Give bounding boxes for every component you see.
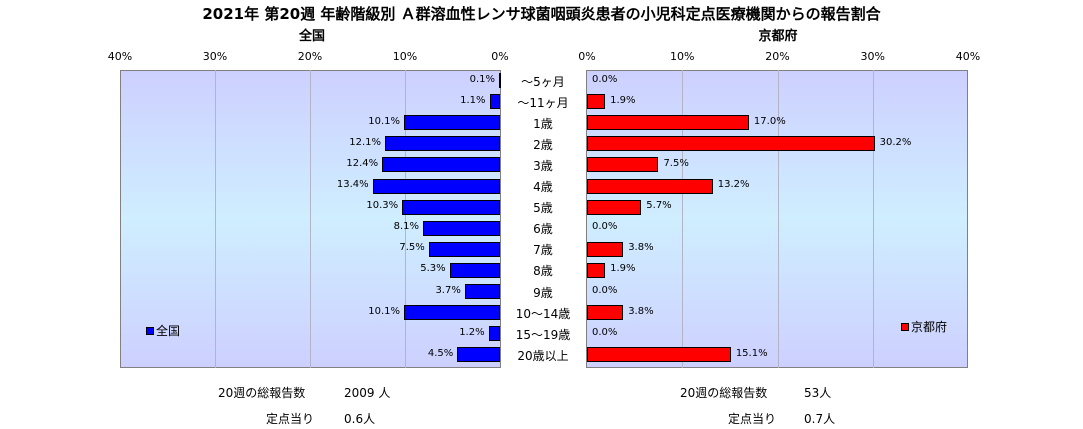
legend-kyoto: 京都府 [901, 318, 947, 335]
national-data-label: 10.3% [366, 200, 399, 212]
category-label: 3歳 [533, 158, 553, 173]
kyoto-bar [587, 241, 624, 257]
national-bar [464, 284, 500, 300]
left-per-label: 定点当り [266, 412, 315, 426]
chart-title: 2021年 第20週 年齢階級別 Ａ群溶血性レンサ球菌咽頭炎患者の小児科定点医療… [202, 5, 881, 23]
kyoto-bar [587, 262, 606, 278]
kyoto-data-label: 17.0% [753, 115, 786, 127]
legend-kyoto-swatch [901, 322, 909, 331]
national-data-label: 1.2% [459, 326, 485, 338]
left-x-tick-label: 0% [491, 50, 509, 63]
national-bar [402, 199, 500, 215]
kyoto-bar [587, 347, 731, 363]
legend-kyoto-label: 京都府 [911, 320, 948, 334]
kyoto-data-label: 15.1% [735, 347, 768, 359]
right-per-label: 定点当り [728, 412, 777, 426]
national-bar [382, 157, 500, 173]
national-bar [404, 115, 500, 131]
national-bar [372, 178, 500, 194]
kyoto-bar [587, 94, 606, 110]
legend-national: 全国 [146, 322, 180, 339]
national-bar [428, 241, 500, 257]
national-data-label: 12.4% [346, 157, 379, 169]
left-subtitle: 全国 [298, 29, 325, 44]
national-bar [404, 305, 500, 321]
category-label: 15～19歳 [515, 327, 571, 342]
category-label: 8歳 [533, 264, 553, 279]
left-x-tick-label: 30% [202, 50, 228, 63]
category-label: 2歳 [533, 137, 553, 152]
legend-national-label: 全国 [156, 324, 181, 338]
left-x-tick-label: 10% [392, 50, 418, 63]
right-x-tick-label: 40% [955, 50, 981, 63]
kyoto-data-label: 3.8% [628, 305, 654, 317]
national-bar [449, 262, 500, 278]
national-data-label: 12.1% [349, 136, 382, 148]
left-x-tick-label: 40% [107, 50, 133, 63]
left-gridline [215, 70, 216, 368]
kyoto-data-label: 0.0% [592, 284, 618, 296]
national-bar [488, 326, 500, 342]
left-gridline [310, 70, 311, 368]
category-label: 7歳 [533, 243, 553, 258]
left-x-tick-label: 20% [297, 50, 323, 63]
category-label: 10～14歳 [515, 306, 571, 321]
category-label: 6歳 [533, 222, 553, 237]
right-gridline [873, 70, 874, 368]
kyoto-data-label: 0.0% [592, 221, 618, 233]
kyoto-data-label: 7.5% [663, 157, 689, 169]
national-bar [457, 347, 500, 363]
national-bar [499, 73, 502, 89]
right-x-tick-label: 20% [765, 50, 790, 63]
right-x-tick-label: 30% [860, 50, 885, 63]
right-total-value: 53人 [804, 386, 832, 400]
right-subtitle: 京都府 [758, 29, 798, 44]
national-data-label: 3.7% [435, 284, 461, 296]
category-label: 1歳 [533, 116, 553, 131]
category-label: 20歳以上 [517, 348, 569, 363]
right-gridline [682, 70, 683, 368]
national-data-label: 0.1% [469, 73, 496, 85]
national-data-label: 7.5% [399, 242, 425, 254]
category-label: 5歳 [533, 201, 553, 216]
kyoto-bar [587, 157, 659, 173]
national-data-label: 1.1% [460, 94, 486, 106]
kyoto-data-label: 0.0% [592, 326, 618, 338]
legend-national-swatch [146, 326, 154, 335]
left-per-value: 0.6人 [344, 412, 376, 426]
national-data-label: 4.5% [427, 347, 454, 359]
kyoto-bar [587, 115, 749, 131]
kyoto-data-label: 0.0% [592, 73, 618, 85]
right-gridline [778, 70, 779, 368]
national-bar [489, 94, 500, 110]
left-total-value: 2009 人 [344, 386, 391, 400]
kyoto-data-label: 1.9% [610, 94, 636, 106]
kyoto-data-label: 5.7% [646, 200, 672, 212]
national-bar [385, 136, 500, 152]
kyoto-data-label: 1.9% [610, 263, 636, 275]
national-data-label: 8.1% [393, 221, 420, 233]
category-label: ～5ヶ月 [521, 74, 565, 89]
right-per-value: 0.7人 [804, 412, 836, 426]
national-bar [423, 220, 500, 236]
right-total-label: 20週の総報告数 [680, 386, 768, 400]
kyoto-bar [587, 136, 875, 152]
category-label: 9歳 [533, 285, 553, 300]
category-label: ～11ヶ月 [517, 95, 569, 110]
left-gridline [405, 70, 406, 368]
kyoto-data-label: 13.2% [717, 179, 750, 191]
kyoto-data-label: 3.8% [628, 242, 654, 254]
kyoto-bar [587, 199, 642, 215]
kyoto-bar [587, 178, 713, 194]
kyoto-bar [587, 305, 624, 321]
national-data-label: 13.4% [336, 179, 369, 191]
national-data-label: 10.1% [368, 305, 401, 317]
kyoto-data-label: 30.2% [879, 136, 912, 148]
category-label: 4歳 [533, 180, 553, 195]
national-data-label: 5.3% [420, 263, 446, 275]
right-x-tick-label: 10% [670, 50, 695, 63]
right-x-tick-label: 0% [578, 50, 596, 63]
left-total-label: 20週の総報告数 [218, 386, 306, 400]
national-data-label: 10.1% [368, 115, 401, 127]
